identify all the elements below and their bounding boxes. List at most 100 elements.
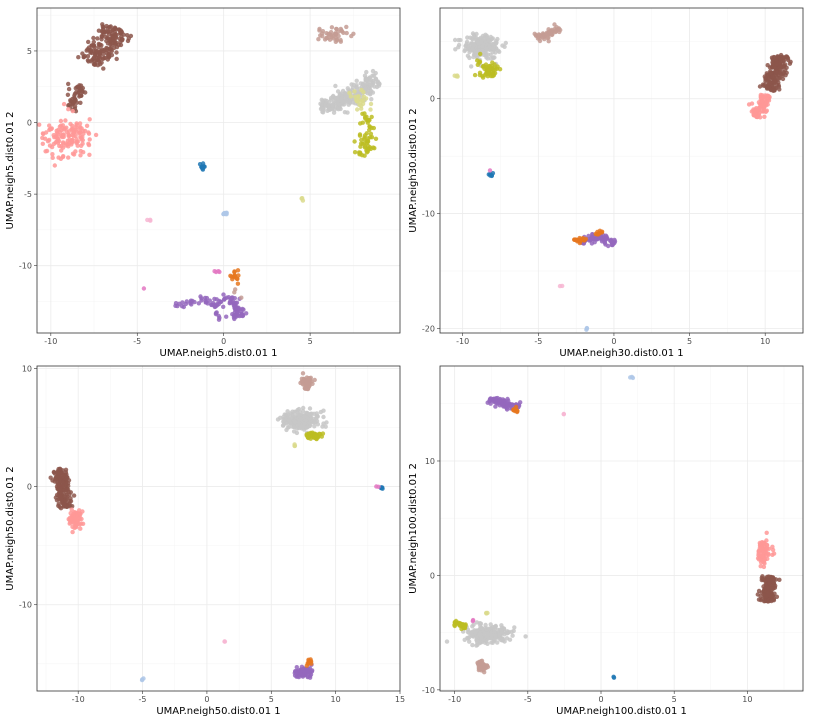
scatter-point-pink — [762, 557, 768, 562]
scatter-point-purple — [189, 302, 194, 307]
scatter-point-lightgrey — [493, 41, 499, 46]
scatter-point-lightgrey — [368, 80, 373, 85]
scatter-point-pink — [37, 122, 42, 127]
scatter-point-lightgrey — [333, 83, 338, 89]
scatter-point-pink — [761, 550, 766, 555]
scatter-point-brown — [773, 66, 778, 71]
scatter-point-pink — [761, 541, 766, 546]
scatter-point-rosybrown — [536, 34, 541, 39]
scatter-point-brown — [57, 478, 63, 484]
scatter-point-pink — [756, 557, 762, 562]
scatter-point-brown — [778, 52, 784, 58]
scatter-point-olive — [362, 111, 367, 116]
scatter-point-pink — [752, 111, 758, 117]
scatter-point-pink — [48, 126, 54, 132]
scatter-point-pink — [66, 155, 71, 160]
scatter-point-lightgrey — [336, 98, 341, 104]
scatter-point-purple — [292, 670, 297, 676]
scatter-point-brown — [65, 92, 71, 98]
scatter-point-brown — [71, 493, 77, 498]
scatter-point-lightgrey — [500, 637, 505, 643]
scatter-point-olive — [477, 70, 483, 76]
scatter-point-brown — [767, 81, 772, 87]
scatter-point-lightgrey — [287, 418, 292, 423]
scatter-point-pink — [73, 521, 79, 526]
scatter-point-olive — [366, 143, 371, 149]
scatter-point-lightblue — [141, 676, 146, 681]
scatter-point-pink — [60, 145, 66, 150]
scatter-point-purple — [232, 313, 237, 318]
scatter-point-brown — [768, 71, 774, 76]
scatter-point-rosybrown — [532, 31, 537, 36]
scatter-point-lightgrey — [493, 633, 498, 638]
scatter-point-pink — [78, 134, 83, 139]
scatter-point-rosybrown — [307, 383, 312, 388]
scatter-point-pink — [43, 149, 48, 154]
scatter-point-blue — [201, 165, 206, 170]
scatter-point-purple — [234, 310, 240, 315]
scatter-point-olive — [367, 124, 372, 130]
scatter-point-brown — [767, 65, 773, 70]
scatter-point-pink — [70, 108, 76, 114]
scatter-point-brown — [85, 58, 91, 63]
panel-border — [36, 365, 401, 692]
y-tick-label: -10 — [422, 686, 435, 695]
scatter-point-purple — [594, 237, 599, 242]
scatter-point-lightgrey — [307, 412, 313, 418]
scatter-point-pink — [87, 152, 92, 157]
x-tick-label: 5 — [672, 695, 677, 704]
scatter-point-lightgrey — [473, 49, 479, 54]
scatter-point-brown — [66, 103, 71, 108]
scatter-point-lightgrey — [301, 424, 306, 430]
scatter-point-brown — [777, 577, 782, 582]
scatter-point-olive — [497, 67, 503, 72]
scatter-point-pink — [61, 101, 67, 107]
scatter-point-pink — [760, 103, 765, 108]
scatter-point-olive — [472, 72, 478, 78]
scatter-point-pink — [67, 521, 72, 526]
scatter-point-brown — [106, 55, 112, 60]
scatter-point-purple — [497, 398, 502, 404]
scatter-point-purple — [221, 304, 226, 309]
scatter-point-lightgrey — [345, 86, 350, 91]
scatter-point-lightgrey — [282, 412, 287, 417]
scatter-point-brown — [86, 39, 91, 45]
scatter-point-rosybrown — [312, 377, 317, 383]
scatter-point-purple — [586, 233, 591, 239]
scatter-point-purple — [305, 668, 311, 673]
scatter-point-purple — [221, 292, 226, 297]
scatter-point-pink — [761, 95, 766, 100]
scatter-point-pink — [87, 137, 92, 142]
scatter-point-brown — [96, 55, 102, 60]
scatter-point-rosybrown — [300, 371, 306, 376]
scatter-point-magenta — [216, 269, 221, 274]
scatter-point-rosybrown — [476, 665, 482, 670]
scatter-point-lightgrey — [495, 627, 500, 633]
scatter-point-purple — [175, 303, 180, 309]
scatter-point-pink — [67, 141, 72, 146]
scatter-point-purple — [190, 298, 195, 304]
scatter-point-pink — [764, 546, 770, 551]
scatter-point-purple — [609, 240, 614, 245]
scatter-point-orange — [304, 663, 309, 668]
scatter-point-lightgrey — [499, 627, 504, 632]
scatter-point-brown — [68, 98, 73, 103]
scatter-point-lightgrey — [350, 85, 356, 91]
scatter-point-lightgrey — [488, 632, 493, 637]
scatter-point-brown — [92, 44, 97, 50]
scatter-point-brown — [85, 54, 91, 59]
scatter-point-lightgrey — [367, 75, 373, 80]
scatter-point-pink — [63, 143, 69, 148]
scatter-point-brown — [777, 87, 782, 92]
scatter-point-lightgrey — [365, 91, 370, 96]
scatter-point-brown — [770, 586, 776, 591]
scatter-point-purple — [237, 307, 242, 312]
x-tick-label: -10 — [448, 695, 461, 704]
scatter-point-pink — [52, 163, 57, 168]
x-tick-label: 0 — [611, 337, 616, 346]
scatter-point-brown — [61, 483, 67, 488]
scatter-point-lightgrey — [369, 89, 374, 94]
scatter-point-lightgrey — [337, 92, 343, 97]
scatter-point-purple — [222, 296, 227, 302]
scatter-point-purple — [508, 403, 513, 408]
